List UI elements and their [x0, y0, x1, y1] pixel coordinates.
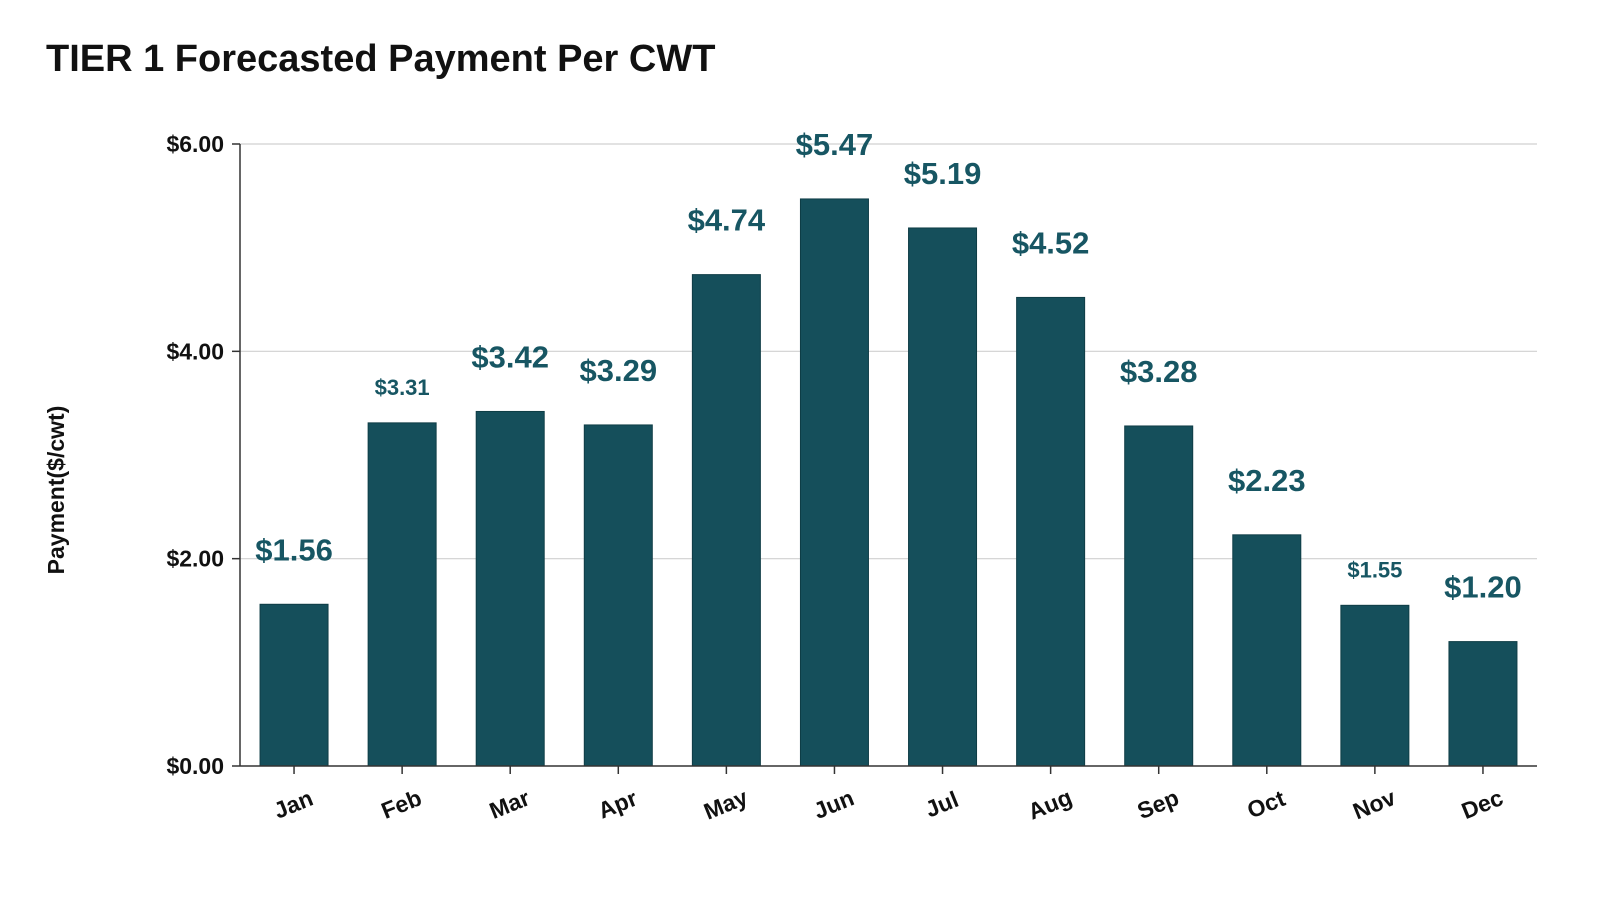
bar-jul: [908, 227, 978, 767]
y-axis-label: Payment($/cwt): [43, 406, 69, 575]
data-label-aug: $4.52: [1012, 225, 1090, 260]
x-tick-label: Jun: [810, 784, 858, 823]
data-label-feb: $3.31: [375, 375, 430, 400]
gridlines: [240, 143, 1537, 560]
data-label-nov: $1.55: [1347, 557, 1402, 582]
data-label-dec: $1.20: [1444, 570, 1522, 605]
x-tick-label: Sep: [1134, 784, 1183, 824]
data-label-oct: $2.23: [1228, 463, 1306, 498]
y-tick-label: $4.00: [166, 338, 224, 364]
data-label-jun: $5.47: [796, 127, 874, 162]
bar-jun: [799, 198, 869, 767]
bar-may: [691, 274, 761, 767]
data-label-mar: $3.42: [471, 339, 549, 374]
data-label-may: $4.74: [688, 203, 766, 238]
bar-apr: [583, 424, 653, 767]
data-label-sep: $3.28: [1120, 354, 1198, 389]
x-tick-label: Dec: [1458, 784, 1507, 824]
x-tick-label: Jan: [270, 785, 316, 824]
data-label-jul: $5.19: [904, 156, 982, 191]
x-tick-label: Nov: [1349, 784, 1399, 824]
bar-feb: [367, 422, 437, 767]
x-tick-label: Oct: [1243, 785, 1289, 824]
bars: [259, 198, 1518, 767]
axes: [232, 143, 1537, 774]
x-tick-label: Apr: [594, 785, 641, 824]
bar-mar: [475, 410, 545, 767]
x-tick-label: Jul: [922, 786, 963, 823]
data-label-apr: $3.29: [580, 353, 658, 388]
y-tick-label: $0.00: [166, 753, 224, 779]
x-tick-label: Mar: [486, 784, 534, 823]
x-tick-label: Feb: [378, 784, 426, 823]
bar-oct: [1232, 534, 1302, 767]
bar-nov: [1340, 604, 1410, 767]
bar-jan: [259, 603, 329, 767]
y-tick-label: $2.00: [166, 546, 224, 572]
x-tick-label: May: [700, 784, 751, 825]
x-tick-label: Aug: [1024, 784, 1075, 825]
y-tick-label: $6.00: [166, 131, 224, 157]
data-label-jan: $1.56: [255, 532, 333, 567]
chart-title: TIER 1 Forecasted Payment Per CWT: [46, 38, 716, 80]
bar-dec: [1448, 641, 1518, 767]
bar-aug: [1016, 296, 1086, 767]
bar-sep: [1124, 425, 1194, 767]
